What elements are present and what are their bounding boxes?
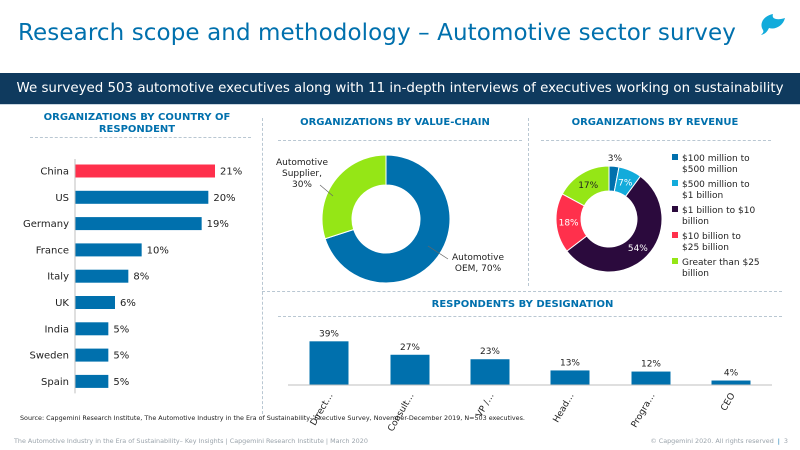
bar-value-label: 27% — [400, 343, 420, 353]
slice-label: Automotive — [452, 253, 505, 263]
category-label: Direct… — [309, 392, 336, 428]
donut-slice — [321, 154, 387, 240]
designation-bar — [631, 371, 671, 385]
legend-swatch — [672, 154, 678, 160]
footer-right: © Capgemini 2020. All rights reserved | 3 — [650, 437, 788, 445]
value-label: 6% — [120, 298, 136, 309]
designation-bar — [550, 370, 590, 385]
donut-slice — [566, 175, 663, 273]
bar-italy — [75, 269, 129, 283]
category-label: India — [44, 324, 69, 335]
bar-china — [75, 164, 215, 178]
divider — [528, 118, 529, 286]
category-label: Progra… — [630, 392, 658, 430]
category-label: Consult… — [386, 392, 416, 434]
slice-label: OEM, 70% — [455, 264, 502, 274]
category-label: Spain — [41, 377, 69, 388]
bar-sweden — [75, 348, 109, 362]
designation-bar — [309, 341, 349, 385]
value-label: 10% — [147, 245, 169, 256]
legend-label: billion — [682, 269, 709, 279]
value-label: 5% — [113, 351, 129, 362]
slice-value-label: 3% — [608, 154, 623, 164]
country-chart-title: ORGANIZATIONS BY COUNTRY OF RESPONDENT — [43, 112, 231, 135]
category-label: UK — [55, 298, 69, 309]
category-label: France — [36, 245, 69, 256]
leader-line — [427, 245, 449, 260]
bar-uk — [75, 296, 115, 309]
slice-label: Supplier, — [282, 169, 322, 179]
page-title: Research scope and methodology – Automot… — [18, 20, 736, 46]
slice-value-label: 17% — [578, 181, 598, 191]
bar-value-label: 12% — [641, 360, 661, 370]
banner-underline — [0, 104, 800, 105]
value-chain-chart-title: ORGANIZATIONS BY VALUE-CHAIN — [300, 117, 490, 128]
bar-india — [75, 322, 109, 336]
value-label: 5% — [113, 377, 129, 388]
value-label: 5% — [113, 324, 129, 335]
legend-label: $1 billion — [682, 191, 723, 201]
divider — [262, 291, 782, 292]
donut-slice — [324, 154, 451, 284]
footer-separator: | — [777, 437, 780, 445]
bar-value-label: 39% — [319, 329, 339, 339]
divider — [262, 118, 263, 414]
divider — [30, 137, 251, 138]
slice-label: 30% — [292, 180, 312, 190]
legend-swatch — [672, 258, 678, 264]
revenue-chart-title: ORGANIZATIONS BY REVENUE — [571, 117, 739, 128]
bar-value-label: 4% — [724, 369, 739, 379]
divider — [278, 316, 782, 317]
category-label: Germany — [23, 219, 69, 230]
value-label: 21% — [220, 167, 242, 178]
value-label: 20% — [213, 193, 235, 204]
designation-chart-title: RESPONDENTS BY DESIGNATION — [431, 299, 614, 310]
designation-bar — [390, 354, 430, 385]
bar-us — [75, 190, 209, 204]
legend-swatch — [672, 232, 678, 238]
legend-label: $500 million — [682, 165, 738, 175]
donut-slice — [561, 165, 610, 207]
designation-bar — [711, 380, 751, 385]
category-label: Head… — [552, 392, 577, 425]
slice-value-label: 54% — [628, 244, 648, 254]
source-note: Source: Capgemini Research Institute, Th… — [20, 414, 525, 422]
legend-label: $25 billion — [682, 243, 729, 253]
legend-label: billion — [682, 217, 709, 227]
category-label: Italy — [47, 272, 69, 283]
legend-label: $100 million to — [682, 154, 750, 164]
slice-label: Automotive — [276, 158, 329, 168]
bar-spain — [75, 374, 109, 388]
category-label: US — [55, 193, 69, 204]
category-label: China — [40, 167, 69, 178]
slice-value-label: 18% — [559, 219, 579, 229]
legend-swatch — [672, 180, 678, 186]
value-label: 8% — [133, 272, 149, 283]
spade-logo-icon — [761, 14, 785, 35]
category-label: CEO — [719, 392, 737, 414]
footer-text: The Automotive Industry in the Era of Su… — [14, 437, 368, 445]
category-label: Sweden — [29, 351, 69, 362]
value-label: 19% — [207, 219, 229, 230]
legend-swatch — [672, 206, 678, 212]
designation-bar — [470, 359, 510, 385]
legend-label: Greater than $25 — [682, 258, 760, 268]
legend-label: $1 billion to $10 — [682, 206, 755, 216]
copyright-text: © Capgemini 2020. All rights reserved — [650, 437, 774, 445]
bar-france — [75, 243, 142, 257]
bar-germany — [75, 217, 202, 231]
legend-label: $10 billion to — [682, 232, 741, 242]
slice-value-label: 7% — [618, 178, 633, 188]
divider — [278, 140, 522, 141]
page-number: 3 — [783, 437, 788, 445]
bar-value-label: 13% — [560, 358, 580, 368]
bar-value-label: 23% — [480, 347, 500, 357]
leader-line — [319, 184, 334, 197]
legend-label: $500 million to — [682, 180, 750, 190]
divider — [541, 140, 771, 141]
summary-banner: We surveyed 503 automotive executives al… — [0, 73, 800, 104]
